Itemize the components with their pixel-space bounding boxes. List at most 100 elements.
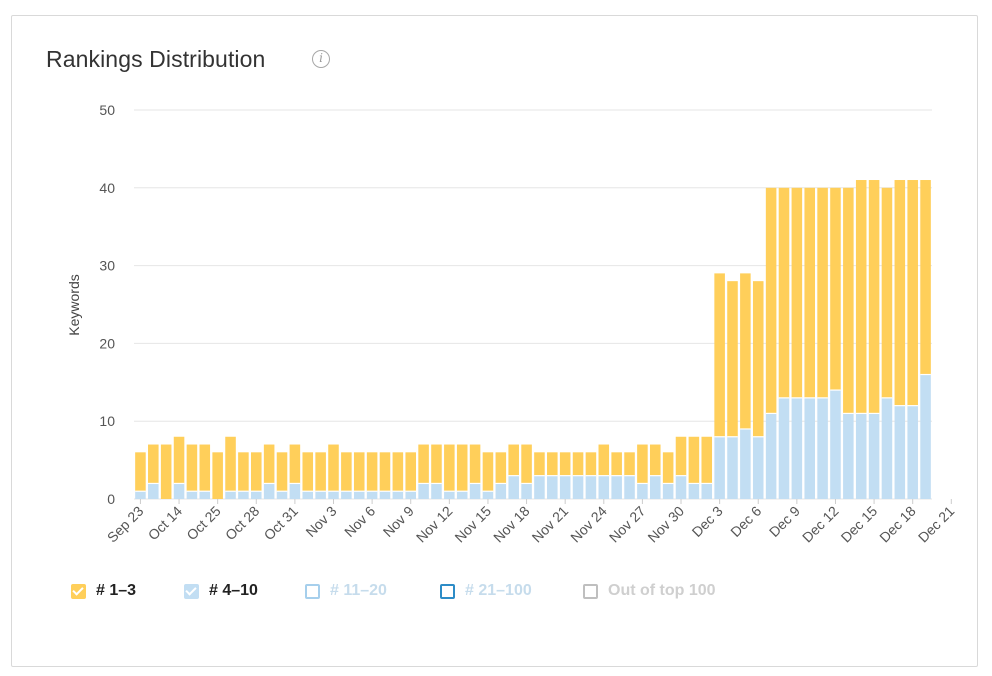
bar-segment-1-3[interactable]: [238, 452, 249, 492]
bar-stack[interactable]: [418, 444, 429, 499]
bar-segment-1-3[interactable]: [830, 187, 841, 391]
bar-segment-4-10[interactable]: [353, 491, 365, 499]
bar-segment-4-10[interactable]: [135, 491, 146, 499]
bar-stack[interactable]: [817, 187, 828, 499]
bar-segment-4-10[interactable]: [250, 491, 262, 499]
legend-checkbox-checked[interactable]: [184, 583, 199, 599]
bar-segment-1-3[interactable]: [392, 452, 404, 492]
bar-stack[interactable]: [559, 452, 571, 499]
bar-segment-4-10[interactable]: [392, 491, 404, 499]
bar-segment-1-3[interactable]: [881, 187, 893, 398]
bar-stack[interactable]: [469, 444, 481, 499]
bar-segment-1-3[interactable]: [225, 436, 236, 492]
bar-segment-4-10[interactable]: [791, 397, 803, 499]
bar-stack[interactable]: [688, 436, 700, 499]
bar-segment-4-10[interactable]: [431, 483, 442, 499]
bar-stack[interactable]: [752, 281, 764, 499]
bar-stack[interactable]: [740, 273, 751, 499]
bar-segment-1-3[interactable]: [920, 180, 931, 375]
bar-segment-1-3[interactable]: [572, 452, 584, 476]
bar-segment-1-3[interactable]: [302, 452, 314, 492]
bar-segment-4-10[interactable]: [315, 491, 326, 499]
bar-segment-4-10[interactable]: [868, 413, 880, 499]
bar-segment-4-10[interactable]: [765, 413, 777, 499]
bar-segment-4-10[interactable]: [559, 475, 571, 499]
legend-item[interactable]: Out of top 100: [583, 582, 716, 600]
bar-segment-1-3[interactable]: [148, 444, 159, 484]
bar-segment-4-10[interactable]: [263, 483, 275, 499]
bar-segment-4-10[interactable]: [186, 491, 198, 499]
bar-segment-1-3[interactable]: [366, 452, 378, 492]
bar-stack[interactable]: [611, 452, 622, 499]
bar-segment-1-3[interactable]: [135, 452, 146, 492]
bar-segment-1-3[interactable]: [212, 452, 223, 499]
bar-segment-1-3[interactable]: [907, 180, 918, 406]
bar-segment-1-3[interactable]: [456, 444, 468, 492]
bar-stack[interactable]: [263, 444, 275, 499]
bar-segment-4-10[interactable]: [804, 397, 816, 499]
bar-stack[interactable]: [444, 444, 455, 499]
bar-segment-4-10[interactable]: [894, 405, 906, 499]
bar-segment-4-10[interactable]: [572, 475, 584, 499]
bar-segment-1-3[interactable]: [199, 444, 211, 492]
bar-stack[interactable]: [598, 444, 610, 499]
bar-segment-1-3[interactable]: [444, 444, 455, 492]
bar-segment-4-10[interactable]: [740, 428, 751, 499]
bar-segment-1-3[interactable]: [534, 452, 545, 476]
bar-segment-1-3[interactable]: [160, 444, 172, 499]
bar-segment-1-3[interactable]: [276, 452, 288, 492]
bar-segment-4-10[interactable]: [624, 475, 635, 499]
bar-stack[interactable]: [572, 452, 584, 499]
bar-segment-1-3[interactable]: [843, 187, 854, 414]
bar-segment-1-3[interactable]: [637, 444, 648, 484]
bar-stack[interactable]: [701, 436, 713, 499]
bar-segment-1-3[interactable]: [740, 273, 751, 429]
bar-stack[interactable]: [637, 444, 648, 499]
bar-stack[interactable]: [534, 452, 545, 499]
bar-segment-1-3[interactable]: [727, 281, 738, 437]
bar-segment-4-10[interactable]: [534, 475, 545, 499]
bar-segment-1-3[interactable]: [482, 452, 494, 492]
legend-checkbox[interactable]: [305, 583, 320, 599]
bar-segment-1-3[interactable]: [547, 452, 558, 476]
bar-segment-1-3[interactable]: [649, 444, 661, 476]
bar-stack[interactable]: [199, 444, 211, 499]
bar-segment-4-10[interactable]: [366, 491, 378, 499]
bar-stack[interactable]: [868, 180, 880, 499]
bar-segment-1-3[interactable]: [701, 436, 713, 484]
bar-stack[interactable]: [855, 180, 867, 499]
bar-segment-1-3[interactable]: [508, 444, 519, 476]
bar-stack[interactable]: [379, 452, 391, 499]
bar-stack[interactable]: [714, 273, 725, 499]
bar-segment-4-10[interactable]: [843, 413, 854, 499]
bar-stack[interactable]: [791, 187, 803, 499]
bar-segment-1-3[interactable]: [778, 187, 790, 398]
bar-segment-4-10[interactable]: [521, 483, 532, 499]
bar-segment-1-3[interactable]: [817, 187, 828, 398]
bar-segment-1-3[interactable]: [611, 452, 622, 476]
bar-stack[interactable]: [173, 436, 185, 499]
bar-segment-1-3[interactable]: [675, 436, 687, 476]
bar-segment-1-3[interactable]: [469, 444, 481, 484]
bar-segment-4-10[interactable]: [508, 475, 519, 499]
legend-checkbox-checked[interactable]: [71, 583, 86, 599]
bar-stack[interactable]: [328, 444, 339, 499]
bar-segment-4-10[interactable]: [341, 491, 352, 499]
bar-stack[interactable]: [302, 452, 314, 499]
bar-stack[interactable]: [160, 444, 172, 499]
bar-segment-4-10[interactable]: [752, 436, 764, 499]
bar-stack[interactable]: [405, 452, 417, 499]
bar-segment-4-10[interactable]: [469, 483, 481, 499]
bar-stack[interactable]: [276, 452, 288, 499]
bar-segment-4-10[interactable]: [662, 483, 674, 499]
info-icon[interactable]: i: [312, 50, 330, 68]
bar-segment-4-10[interactable]: [199, 491, 211, 499]
bar-segment-4-10[interactable]: [456, 491, 468, 499]
bar-stack[interactable]: [547, 452, 558, 499]
bar-segment-1-3[interactable]: [791, 187, 803, 398]
bar-segment-4-10[interactable]: [920, 374, 931, 499]
bar-stack[interactable]: [843, 187, 854, 499]
bar-segment-1-3[interactable]: [624, 452, 635, 476]
bar-segment-4-10[interactable]: [547, 475, 558, 499]
bar-segment-1-3[interactable]: [894, 180, 906, 406]
